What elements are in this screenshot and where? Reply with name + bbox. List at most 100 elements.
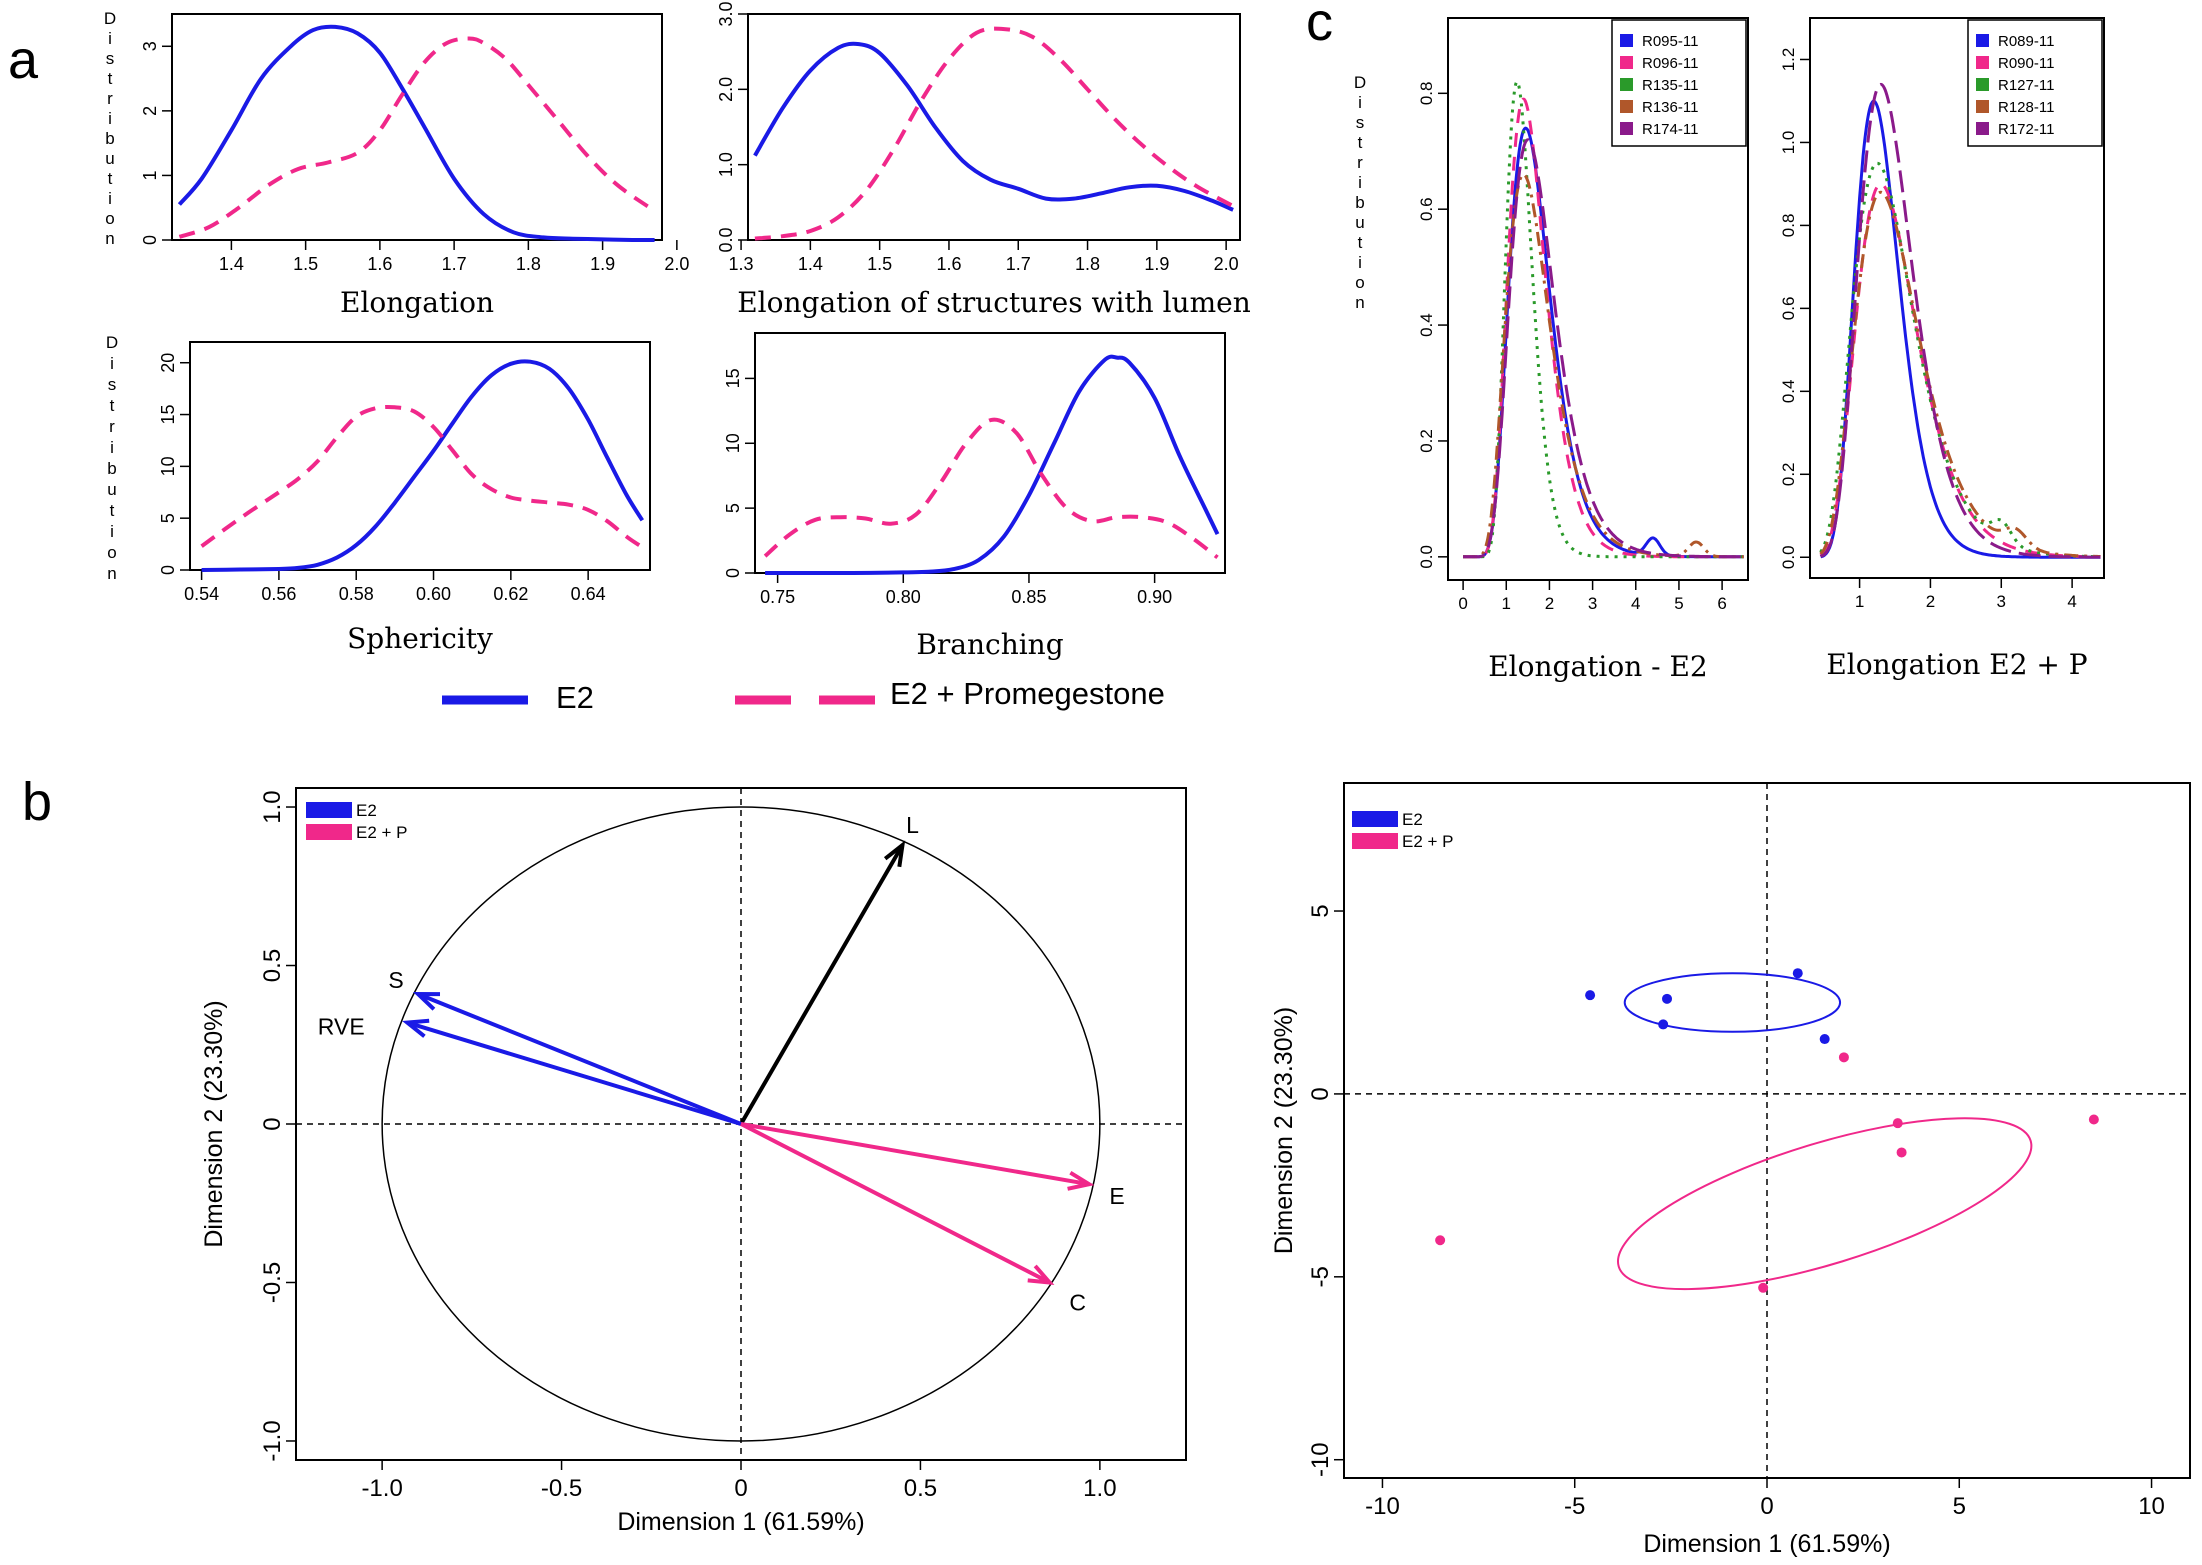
y-axis-label-letter: n [1355,293,1364,312]
y-tick-label: 0.8 [1417,81,1436,105]
legend-swatch-r090-11 [1976,56,1989,69]
y-axis-label-letter: D [1354,73,1366,92]
x-tick-label: 1.6 [367,254,392,274]
series-line-e2-promegestone [754,26,1235,241]
legend-label-r127-11: R127-11 [1998,77,2054,94]
x-axis-label: Branching [916,628,1063,661]
y-tick-label: 2 [140,106,160,116]
plot-frame [1447,17,1749,581]
legend-label-r090-11: R090-11 [1998,55,2054,72]
y-axis-label-letter: s [108,375,117,394]
y-tick-label: 0.8 [1779,214,1798,238]
y-axis-label-letter: t [1358,133,1363,152]
series-line-r172-11 [1819,82,2101,559]
chart-pca-scores: -10 -5 0 5 10 -10 -5 0 5 E2 E2 + P Dimension 1 (61.… [1270,782,2191,1558]
vector-head-e [1067,1170,1095,1191]
point-e2-p [1838,1052,1849,1063]
legend-label-r096-11: R096-11 [1642,55,1698,72]
x-tick-label: 0.58 [339,584,374,604]
unit-circle [381,806,1101,1442]
y-axis-label-letter: t [108,69,113,88]
series-line-r089-11 [1820,99,2101,559]
y-axis-label-letter: b [1355,193,1364,212]
x-axis-label: Elongation - E2 [1488,650,1708,683]
x-tick-label: -5 [1564,1493,1585,1520]
y-tick-label: 10 [723,433,743,453]
legend-swatch-e2 [306,802,352,818]
y-tick-label: 1.0 [716,152,736,177]
point-e2-p [2088,1114,2099,1125]
y-tick-label: -10 [1307,1442,1334,1477]
series-line-r136-11 [1463,172,1744,559]
y-axis-label-letter: i [1358,253,1362,272]
x-tick-label: 4 [2067,592,2076,611]
y-tick-label: 0 [140,235,160,245]
x-axis-label: Dimension 1 (61.59%) [1643,1530,1890,1558]
legend-swatch-r127-11 [1976,78,1989,91]
x-tick-label: 1.5 [867,254,892,274]
y-tick-label: 1.0 [1779,131,1798,155]
chart-sphericity: 0.54 0.56 0.58 0.60 0.62 0.64 0 5 10 15 20 Spherici… [106,333,651,655]
x-tick-label: 1.6 [936,254,961,274]
x-tick-label: 1.3 [729,254,754,274]
legend-swatch-r136-11 [1620,100,1633,113]
legend-box [1967,19,2103,147]
legend-label-r095-11: R095-11 [1642,33,1698,50]
legend-label-e2-p: E2 + P [356,823,408,842]
panel-a-legend: E2 E2 + Promegestone [442,676,1165,715]
vector-label-e: E [1109,1183,1124,1209]
x-tick-label: -0.5 [541,1475,582,1502]
legend-label-e2-p: E2 + P [1402,832,1454,851]
y-axis-label-letter: o [107,543,116,562]
series-line-e2 [177,24,655,243]
y-tick-label: 3.0 [716,1,736,26]
series-line-r127-11 [1819,161,2101,559]
point-e2 [1819,1034,1830,1045]
y-tick-label: 10 [158,456,178,476]
legend-label-e2: E2 [356,801,377,820]
vector-e [740,1122,1087,1186]
plot-frame [171,13,663,241]
y-axis-label-letter: i [108,29,112,48]
legend-swatch-r172-11 [1976,122,1989,135]
y-tick-label: -5 [1307,1266,1334,1287]
y-axis-label-letter: t [110,396,115,415]
legend-swatch-r095-11 [1620,34,1633,47]
y-tick-label: 15 [158,405,178,425]
point-e2-p [1758,1282,1769,1293]
y-axis-label-letter: i [1358,173,1362,192]
y-axis-label-letter: i [110,522,114,541]
vector-c [740,1122,1048,1283]
y-axis-label-letter: r [107,89,113,108]
legend-label-r136-11: R136-11 [1642,99,1698,116]
x-axis-label: Elongation [340,286,494,319]
x-tick-label: 2 [1926,592,1935,611]
plot-frame [754,332,1226,574]
y-tick-label: -0.5 [259,1262,286,1303]
y-tick-label: -1.0 [259,1420,286,1461]
y-axis-label: Dimension 2 (23.30%) [200,1000,228,1247]
series-line-r096-11 [1463,97,1744,559]
vector-head-rve [402,1018,430,1038]
y-tick-label: 20 [158,353,178,373]
panel-label-a: a [8,30,39,90]
legend-label-r174-11: R174-11 [1642,121,1698,138]
y-axis-label-letter: u [105,149,114,168]
series-line-e2 [765,354,1220,576]
x-tick-label: 0.80 [886,587,921,607]
legend-label-r172-11: R172-11 [1998,121,2054,138]
y-axis-label-letter: n [105,229,114,248]
chart-elongation-e2-samples: 0 1 2 3 4 5 6 0.0 0.2 0.4 0.6 0.8 R095-11 R096-11 R135… [1354,17,1749,683]
legend-label-e2: E2 [1402,810,1423,829]
y-axis-label-letter: i [108,189,112,208]
y-axis-label-letter: t [110,501,115,520]
panel-label-b: b [22,772,52,832]
x-tick-label: 0.85 [1011,587,1046,607]
y-axis-label-letter: i [1358,93,1362,112]
y-tick-label: 0 [1307,1087,1334,1100]
y-tick-label: 5 [158,513,178,523]
y-tick-label: 0.2 [1417,429,1436,453]
y-axis-label-letter: r [1357,153,1363,172]
chart-pca-circle: -1.0 -0.5 0 0.5 1.0 -1.0 -0.5 0 0.5 1.0 L S RVE E C E2 E… [200,787,1187,1536]
